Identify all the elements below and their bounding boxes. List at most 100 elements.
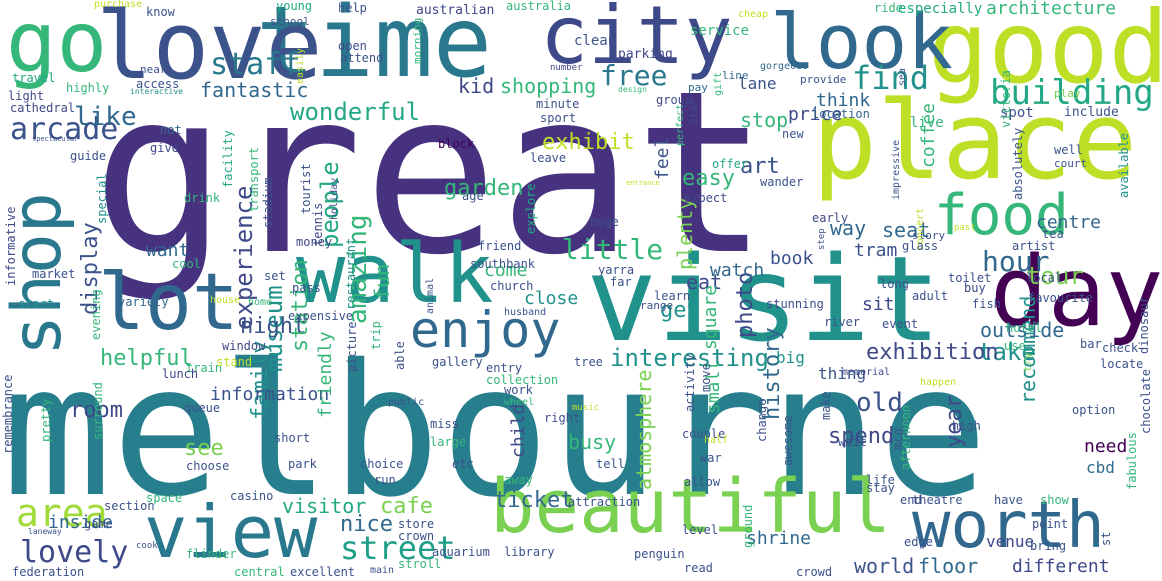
- word: guide: [70, 149, 107, 163]
- word: gallery: [432, 355, 483, 369]
- word: need: [1084, 436, 1128, 457]
- word: miss: [430, 417, 459, 431]
- word: learn: [654, 289, 691, 303]
- word: thing: [818, 364, 867, 383]
- word: choice: [360, 457, 404, 471]
- word: half: [704, 435, 729, 446]
- word: young: [276, 0, 313, 13]
- word: wander: [760, 175, 804, 189]
- word: ride: [874, 1, 903, 15]
- word: start: [18, 297, 55, 311]
- word: story: [912, 229, 946, 242]
- word: park: [288, 457, 317, 471]
- word: ticket: [494, 488, 574, 513]
- word: lovely: [20, 535, 129, 570]
- word: line: [722, 69, 749, 82]
- word: work: [504, 383, 533, 397]
- word: adult: [912, 289, 949, 303]
- word: wheel: [504, 397, 535, 408]
- word: hour: [982, 245, 1050, 278]
- word: remembrance: [1, 374, 15, 454]
- word: minute: [536, 97, 580, 111]
- word: end: [900, 493, 922, 507]
- word: friend: [478, 239, 522, 253]
- word: read: [684, 561, 713, 575]
- word: know: [146, 5, 175, 19]
- word: fun: [370, 263, 394, 300]
- word: court: [1054, 157, 1088, 170]
- word: able: [393, 341, 407, 370]
- word: river: [824, 315, 861, 329]
- word: provide: [800, 73, 847, 86]
- word: great: [92, 43, 770, 305]
- word: large: [430, 435, 467, 449]
- word: central: [234, 565, 285, 579]
- word: free: [600, 59, 668, 92]
- word: allow: [684, 475, 721, 489]
- word: location: [812, 107, 870, 121]
- word: arcade: [10, 112, 119, 147]
- word: get: [660, 298, 700, 323]
- word: star: [689, 99, 700, 124]
- word: queue: [184, 401, 221, 415]
- word: walk: [296, 227, 494, 322]
- word: informative: [4, 206, 18, 286]
- word: stay: [866, 481, 895, 495]
- word: age: [462, 189, 484, 203]
- word: fabulous: [1125, 432, 1139, 490]
- word: southbank: [470, 257, 536, 271]
- word: architecture: [986, 0, 1117, 19]
- word: right: [544, 411, 581, 425]
- word: local: [1026, 271, 1063, 285]
- word: live: [910, 115, 944, 131]
- word: worth: [912, 489, 1105, 563]
- word: design: [618, 85, 647, 94]
- word: coffee: [918, 102, 939, 168]
- word: happen: [920, 377, 957, 388]
- word: service: [690, 23, 750, 39]
- word: penguin: [634, 547, 685, 561]
- word: easy: [682, 166, 735, 191]
- word: animal: [425, 277, 436, 314]
- word: edge: [904, 535, 933, 549]
- word: spectacular: [32, 135, 79, 143]
- word: event: [882, 317, 919, 331]
- word: available: [1117, 132, 1131, 198]
- word: money: [296, 235, 333, 249]
- word: include: [1064, 105, 1119, 120]
- word: light: [8, 89, 45, 103]
- word: come: [484, 260, 528, 281]
- word: section: [104, 499, 155, 513]
- word: option: [1072, 403, 1116, 417]
- word: garden: [444, 176, 524, 201]
- word: far: [610, 275, 632, 289]
- word: explore: [524, 183, 538, 234]
- word: buy: [964, 281, 986, 295]
- word: city: [540, 0, 733, 82]
- word: tram: [854, 240, 898, 261]
- word: run: [374, 473, 396, 487]
- word: favourite: [1028, 291, 1094, 305]
- word: cook: [136, 541, 158, 551]
- word: watch: [710, 260, 765, 281]
- word: away: [504, 473, 533, 487]
- word: attraction: [568, 495, 641, 509]
- word: pretty: [39, 398, 53, 442]
- word: take: [978, 338, 1036, 366]
- word: lane: [738, 74, 777, 93]
- word: staff: [210, 47, 301, 82]
- word: theatre: [912, 493, 963, 507]
- word: cafe: [380, 494, 433, 519]
- word: inside: [48, 512, 114, 533]
- word: life: [866, 473, 895, 487]
- word: toilet: [948, 271, 992, 285]
- word: good: [928, 0, 1162, 106]
- word: gorgeous: [760, 61, 809, 72]
- word: etc: [452, 457, 474, 471]
- word: move: [699, 363, 713, 392]
- word: step: [817, 228, 827, 250]
- word: bar: [1080, 337, 1102, 351]
- word: australia: [506, 0, 572, 13]
- word: entrance: [626, 179, 660, 187]
- word: eat: [686, 270, 723, 294]
